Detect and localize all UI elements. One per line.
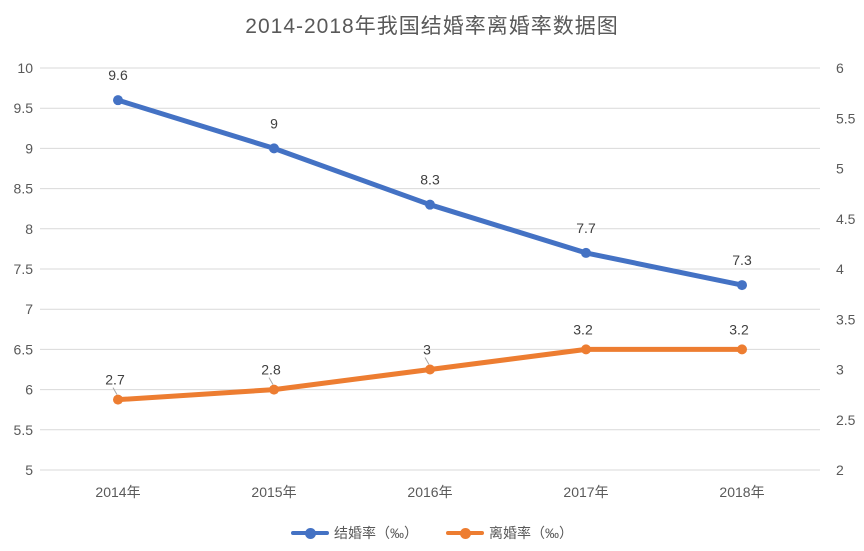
data-label-leader-line [424,357,430,365]
left-axis-tick-label: 5 [25,462,33,478]
right-axis-tick-label: 2.5 [836,412,856,428]
data-label: 3 [423,342,431,358]
left-axis-tick-label: 8 [25,221,33,237]
legend-item-divorce-rate: 离婚率（‰） [446,523,573,543]
right-axis-tick-label: 3 [836,362,844,378]
legend-label-marriage-rate: 结婚率（‰） [334,525,418,541]
data-point-marker [113,394,123,405]
left-axis-tick-label: 9 [25,140,33,156]
right-axis-tick-label: 4 [836,261,844,277]
data-label: 7.3 [732,252,752,268]
data-label-leader-line [268,377,274,385]
data-label-leader-line [112,387,118,395]
data-point-marker [737,280,747,291]
series-line [115,97,745,288]
left-axis-tick-label: 6 [25,382,33,398]
right-axis-tick-label: 5 [836,161,844,177]
left-axis-tick-label: 6.5 [14,341,34,357]
left-axis-tick-label: 10 [17,60,33,76]
x-axis-tick-label: 2014年 [95,484,140,500]
right-axis-tick-label: 2 [836,462,844,478]
x-axis-tick-label: 2017年 [563,484,608,500]
divorce-rate-series: 2.7 2.8 3 3.2 3.2 [105,321,749,405]
x-axis-tick-label: 2016年 [407,484,452,500]
x-axis-tick-label: 2015年 [251,484,296,500]
right-axis-tick-label: 5.5 [836,110,856,126]
left-axis-tick-label: 7.5 [14,261,34,277]
legend: 结婚率（‰） 离婚率（‰） [0,523,864,543]
right-axis-tick-label: 6 [836,60,844,76]
data-point-marker [425,199,435,210]
left-axis-tick-labels: 10 9.5 9 8.5 8 7.5 7 6.5 6 5.5 5 [14,60,34,478]
data-label: 2.7 [105,372,125,388]
data-point-marker [737,344,747,355]
right-axis-tick-labels: 6 5.5 5 4.5 4 3.5 3 2.5 2 [836,60,856,478]
left-axis-tick-label: 7 [25,301,33,317]
x-axis-tick-label: 2018年 [719,484,764,500]
left-axis-tick-label: 8.5 [14,181,34,197]
legend-label-divorce-rate: 离婚率（‰） [489,525,573,541]
data-point-marker [269,143,279,154]
legend-marker-divorce-rate-icon [446,527,484,539]
data-label: 7.7 [576,220,596,236]
right-axis-tick-label: 3.5 [836,311,856,327]
gridlines [40,67,820,471]
left-axis-tick-label: 5.5 [14,422,34,438]
data-label: 3.2 [573,321,593,337]
data-point-marker [113,95,123,106]
legend-marker-marriage-rate-icon [291,527,329,539]
data-point-marker [269,384,279,395]
right-axis-tick-label: 4.5 [836,211,856,227]
data-label: 3.2 [729,321,749,337]
data-label: 9 [270,115,278,131]
chart-title: 2014-2018年我国结婚率离婚率数据图 [245,15,619,38]
x-axis-tick-labels: 2014年 2015年 2016年 2017年 2018年 [95,484,764,500]
data-label: 2.8 [261,362,281,378]
data-point-marker [581,247,591,258]
left-axis-tick-label: 9.5 [14,100,34,116]
data-label: 8.3 [420,172,440,188]
marriage-rate-series: 9.6 9 8.3 7.7 7.3 [108,67,752,291]
data-point-marker [581,344,591,355]
legend-item-marriage-rate: 结婚率（‰） [291,523,418,543]
data-label: 9.6 [108,67,128,83]
data-point-marker [425,364,435,375]
